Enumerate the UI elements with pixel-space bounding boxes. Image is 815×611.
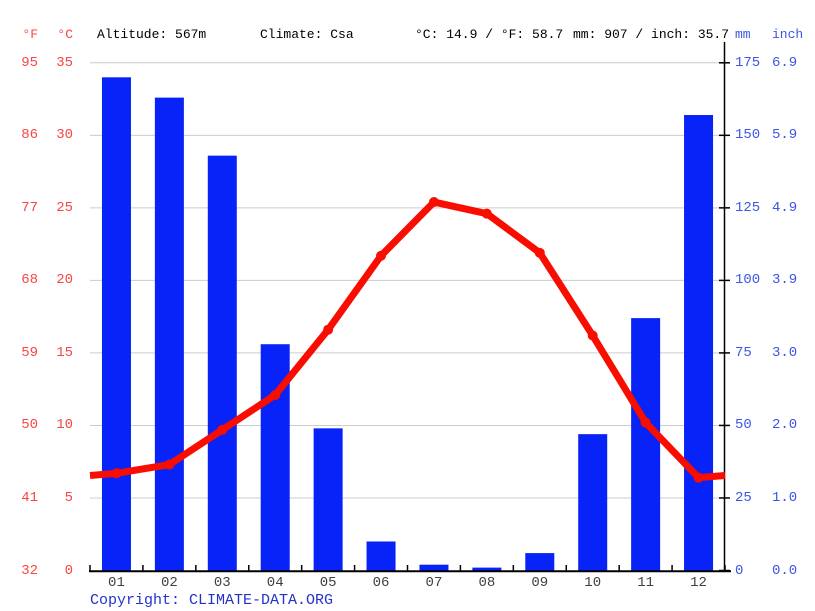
temp-point-03 (217, 424, 228, 435)
c-axis-tick-label: 25 (56, 199, 73, 216)
temp-point-12 (693, 472, 704, 483)
header-inch-label: inch (772, 27, 804, 42)
inch-axis-tick-label: 2.0 (772, 417, 798, 434)
mean-temperature-value: °C: 14.9 / °F: 58.7 (415, 27, 564, 42)
mm-axis-tick-label: 125 (735, 199, 761, 216)
mm-axis-tick-label: 25 (735, 489, 752, 506)
temp-point-05 (323, 324, 334, 335)
temp-point-02 (164, 459, 175, 470)
temp-point-01 (111, 468, 122, 479)
mm-axis-tick-label: 150 (735, 127, 761, 144)
f-axis-tick-label: 59 (21, 344, 38, 361)
inch-axis-tick-label: 4.9 (772, 199, 798, 216)
precip-bar-12 (684, 115, 714, 572)
month-label-12: 12 (690, 575, 707, 591)
c-axis-tick-label: 10 (56, 417, 73, 434)
temp-point-04 (270, 389, 281, 400)
c-axis-tick-label: 35 (56, 54, 73, 71)
temp-point-11 (640, 417, 651, 428)
c-axis-tick-label: 20 (56, 272, 73, 289)
temp-point-08 (481, 208, 492, 219)
f-axis-tick-label: 86 (21, 127, 38, 144)
month-label-03: 03 (213, 575, 231, 591)
c-axis-tick-label: 5 (64, 489, 73, 506)
temp-point-06 (376, 250, 387, 261)
altitude-value: Altitude: 567m (97, 27, 207, 42)
inch-axis-tick-label: 5.9 (772, 127, 798, 144)
month-label-01: 01 (108, 575, 125, 591)
month-label-08: 08 (478, 575, 496, 591)
inch-axis-tick-label: 3.9 (772, 272, 798, 289)
month-label-07: 07 (425, 575, 443, 591)
temp-point-07 (428, 197, 439, 208)
precip-bar-06 (366, 541, 396, 572)
c-axis-tick-label: 15 (56, 344, 73, 361)
annual-precipitation-value: mm: 907 / inch: 35.7 (573, 27, 730, 42)
climate-class-value: Climate: Csa (260, 27, 354, 42)
precip-bar-07 (419, 564, 449, 572)
precip-bar-02 (154, 97, 184, 572)
f-axis-tick-label: 77 (21, 199, 38, 216)
mm-axis-tick-label: 175 (735, 54, 761, 71)
inch-axis-tick-label: 6.9 (772, 54, 798, 71)
header-mm-label: mm (735, 27, 751, 42)
mm-axis-tick-label: 0 (735, 562, 744, 579)
month-label-05: 05 (319, 575, 337, 591)
month-label-09: 09 (531, 575, 549, 591)
precip-bar-10 (578, 434, 608, 572)
mm-axis-tick-label: 75 (735, 344, 752, 361)
c-axis-tick-label: 0 (64, 562, 73, 579)
f-axis-tick-label: 50 (21, 417, 38, 434)
mm-axis-tick-label: 100 (735, 272, 761, 289)
copyright-prefix: Copyright: (90, 592, 181, 609)
copyright-link[interactable]: CLIMATE-DATA.ORG (189, 592, 334, 609)
f-axis-tick-label: 68 (21, 272, 38, 289)
copyright-line: Copyright: CLIMATE-DATA.ORG (90, 592, 333, 609)
temp-point-10 (587, 330, 598, 341)
month-label-11: 11 (637, 575, 655, 591)
header-fahrenheit-label: °F (22, 27, 38, 42)
header-celsius-label: °C (57, 27, 73, 42)
f-axis-tick-label: 32 (21, 562, 38, 579)
precip-bar-11 (631, 318, 661, 572)
c-axis-tick-label: 30 (56, 127, 73, 144)
precip-bar-08 (472, 567, 502, 572)
month-label-10: 10 (584, 575, 602, 591)
f-axis-tick-label: 95 (21, 54, 38, 71)
month-label-04: 04 (266, 575, 284, 591)
precip-bar-03 (207, 155, 237, 572)
precip-bar-09 (525, 553, 555, 572)
temp-line (89, 198, 726, 482)
precip-bar-05 (313, 428, 343, 572)
f-axis-tick-label: 41 (21, 489, 38, 506)
inch-axis-tick-label: 3.0 (772, 344, 798, 361)
month-label-02: 02 (160, 575, 178, 591)
mm-axis-tick-label: 50 (735, 417, 752, 434)
inch-axis-tick-label: 0.0 (772, 562, 798, 579)
precip-bar-01 (101, 77, 131, 572)
inch-axis-tick-label: 1.0 (772, 489, 798, 506)
month-label-06: 06 (372, 575, 390, 591)
temp-point-09 (534, 247, 545, 258)
